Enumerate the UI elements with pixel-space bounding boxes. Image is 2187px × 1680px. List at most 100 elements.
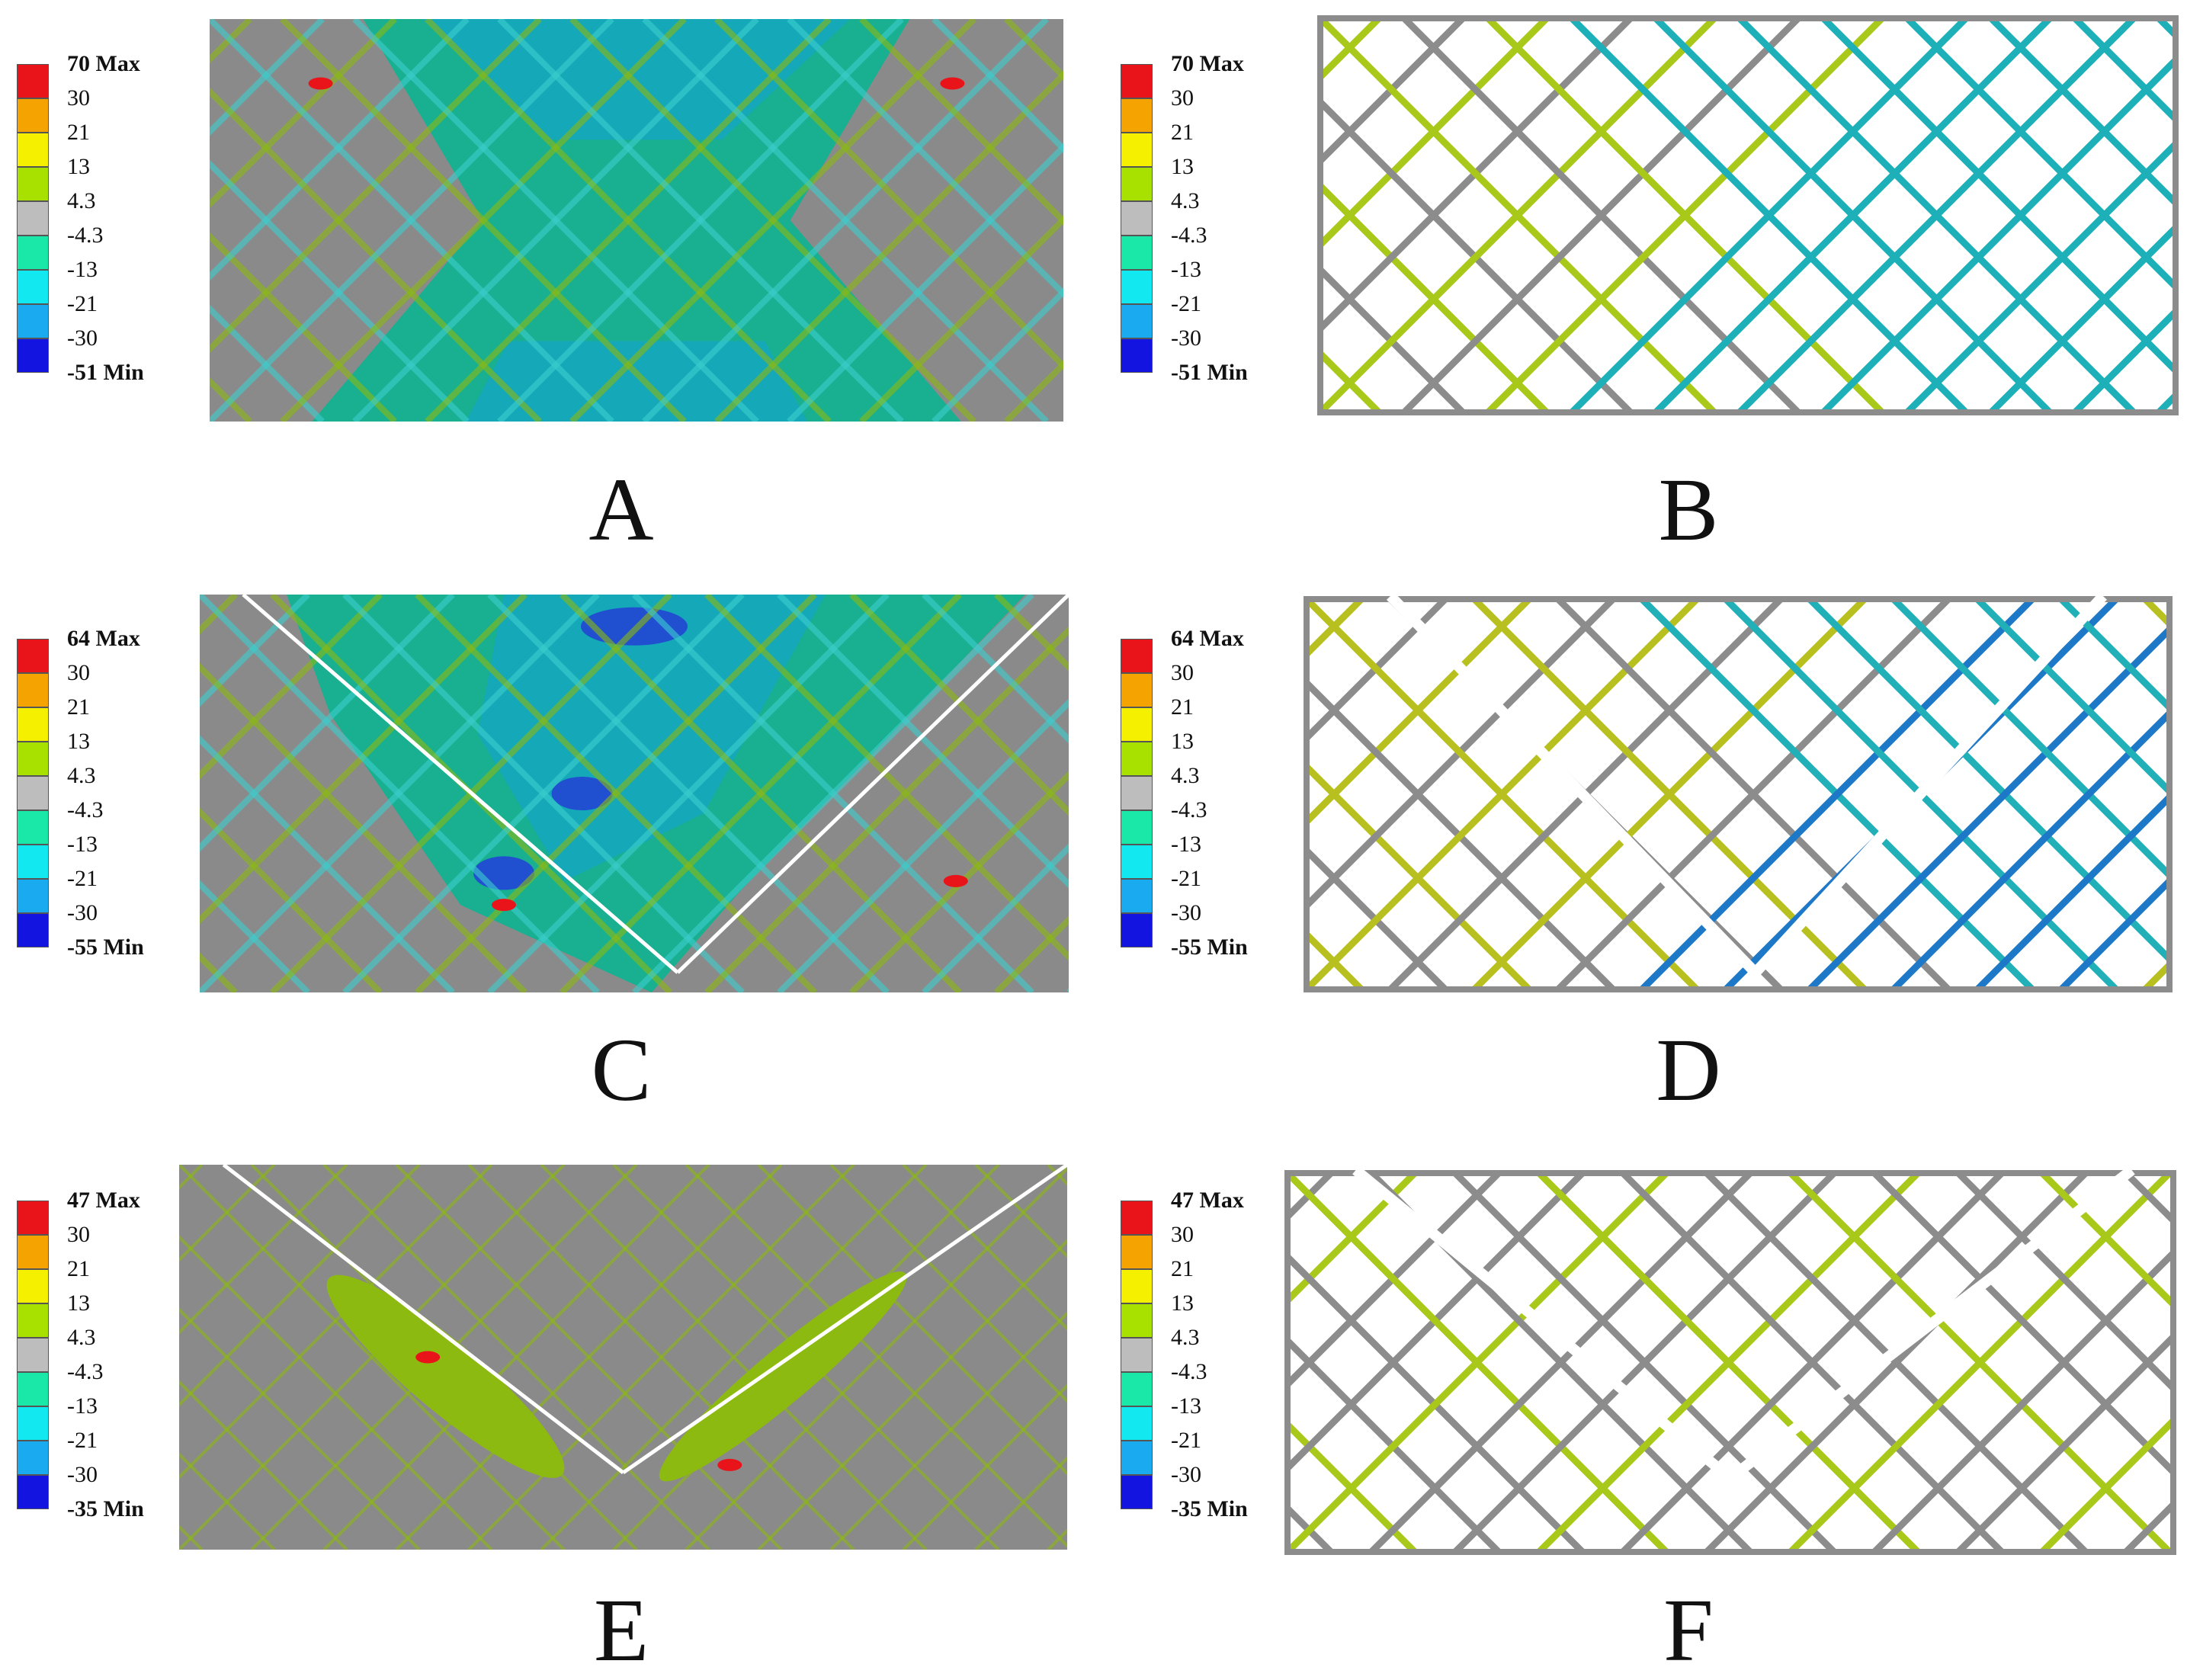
legend-min-label: -51 Min [1171,360,1248,385]
legend-tick-label: -13 [1171,1393,1201,1419]
legend-swatch [1121,64,1153,98]
lattice-bar [1398,15,1804,415]
legend-swatch [1121,1201,1153,1235]
lattice-bar [1552,596,1955,992]
lattice-bar [1901,15,2179,295]
lattice-bar [1449,1170,1840,1555]
legend-tick-label: -13 [1171,257,1201,282]
legend-tick-label: 30 [1171,85,1194,111]
legend-F: 47 Max 30 21 13 4.3 -4.3 -13 -21 -30 -35 Min [1121,1189,1273,1536]
reinforcement-band [994,595,1069,672]
legend-tick-label: 13 [1171,154,1194,179]
contour-field [179,1165,1067,1550]
reinforcement-band [200,595,383,780]
legend-A: 70 Max 30 21 13 4.3 -4.3 -13 -21 -30 -51 Min [17,53,169,399]
legend-tick-label: -21 [67,291,98,316]
reinforcement-band [922,843,1069,992]
legend-swatch [1121,742,1153,776]
reinforcement-band [179,1380,348,1550]
lattice-bar [1284,1170,1589,1476]
legend-tick-label: 4.3 [67,763,96,788]
peak-compression-spot [551,777,613,810]
legend-tick-label: -13 [67,1393,98,1419]
legend-tick-label: -30 [67,325,98,351]
reinforcement-band [342,595,745,992]
legend-D: 64 Max 30 21 13 4.3 -4.3 -13 -21 -30 -55 Min [1121,627,1273,974]
legend-tick-label: 13 [1171,1290,1194,1316]
legend-swatch [1121,879,1153,913]
lattice-bar [2036,1170,2176,1313]
lattice-bar [1817,15,2179,379]
legend-tick-label: -30 [1171,1462,1201,1487]
panel-label-D: D [1656,1020,1721,1120]
lattice-bar [1650,15,2056,415]
lattice-plot-D [1304,596,2173,992]
legend-swatch [17,810,49,845]
legend-max-label: 64 Max [1171,626,1244,651]
reinforcement-band [540,1165,928,1550]
legend-swatch [1121,1475,1153,1509]
legend-tick-label: 13 [67,729,90,754]
reinforcement-band [932,287,1063,422]
lattice-bar [1304,596,1703,992]
legend-swatch [1121,236,1153,270]
legend-swatch [1121,1406,1153,1441]
legend-swatch [1121,639,1153,673]
legend-min-label: -55 Min [67,935,144,960]
lattice-bar [1317,261,1469,415]
legend-B: 70 Max 30 21 13 4.3 -4.3 -13 -21 -30 -51 Min [1121,53,1273,399]
lattice-bar [2055,873,2173,992]
lattice-bar [1365,1170,1756,1555]
legend-swatch [17,1338,49,1372]
reinforcement-band [757,1239,1067,1550]
peak-tension-spot [308,77,333,90]
lattice-bar [1887,705,2173,992]
legend-E: 47 Max 30 21 13 4.3 -4.3 -13 -21 -30 -35 Min [17,1189,169,1536]
reinforcement-band [974,1165,1067,1258]
lattice-bar [1284,1170,1672,1555]
panel-label-A: A [588,460,654,559]
legend-swatch [1121,98,1153,133]
lattice-bar [1317,15,1720,415]
legend-swatch [17,1441,49,1475]
contour-field [200,595,1069,992]
legend-tick-label: -4.3 [67,797,104,822]
legend-tick-label: -30 [67,1462,98,1487]
legend-swatch [17,673,49,707]
legend-swatch [17,167,49,201]
reinforcement-lattice [1304,596,2173,992]
legend-tick-label: -30 [1171,325,1201,351]
lattice-bar [1901,136,2179,415]
reinforcement-band [714,70,1063,422]
legend-tick-label: 21 [1171,694,1194,720]
fracture-path [1352,1170,2135,1485]
reinforcement-lattice [1284,1170,2176,1555]
legend-tick-label: 21 [1171,120,1194,145]
reinforcement-band [210,304,325,422]
legend-tick-label: -30 [67,900,98,925]
legend-max-label: 64 Max [67,626,140,651]
crack-line [676,595,1069,974]
legend-swatch [1121,1235,1153,1269]
lattice-plot-B [1317,15,2179,415]
reinforcement-band [467,1165,855,1550]
lattice-bar [1304,596,1619,914]
reinforcement-band [777,698,1069,992]
reinforcement-band [179,1165,348,1335]
lattice-bar [2055,596,2173,716]
reinforcement-band [902,1383,1067,1550]
lattice-bar [1284,1416,1421,1555]
legend-tick-label: 4.3 [1171,763,1200,788]
reinforcement-band [685,1166,1067,1550]
legend-max-label: 47 Max [1171,1188,1244,1213]
legend-tick-label: 30 [1171,1222,1194,1247]
reinforcement-band [974,1456,1067,1550]
peak-tension-spot [943,874,968,887]
peak-tension-spot [940,77,965,90]
reinforcement-band [932,19,1063,153]
lattice-frame [1304,596,2173,992]
legend-swatch [1121,304,1153,338]
reinforcement-band [632,595,1034,992]
fracture-path [1386,596,2107,981]
legend-swatch [17,776,49,810]
